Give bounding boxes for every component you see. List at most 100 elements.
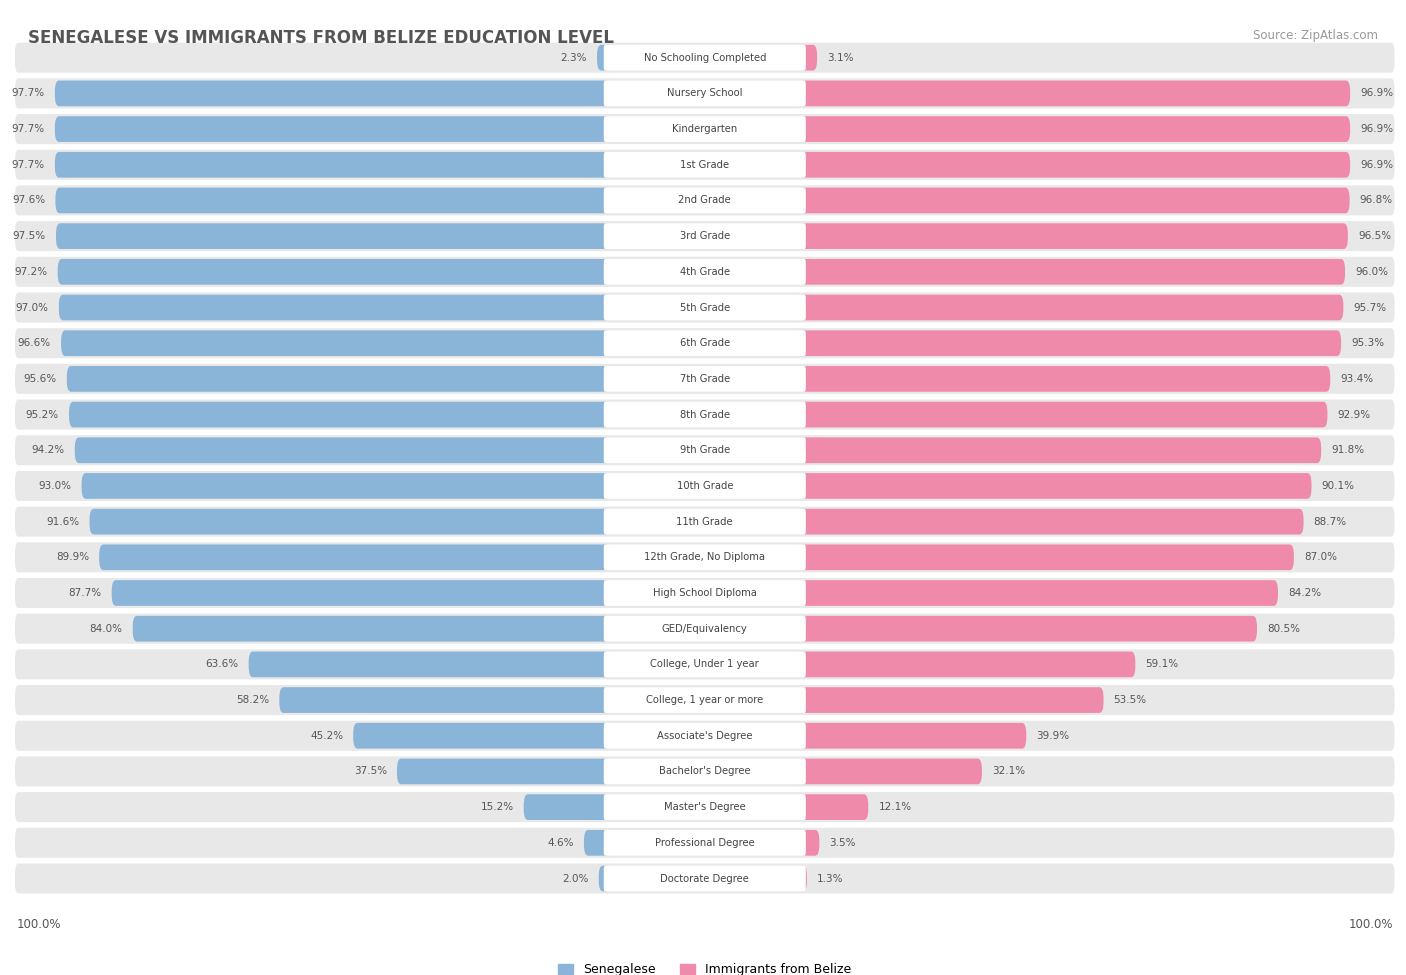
- Text: 97.7%: 97.7%: [11, 89, 45, 98]
- FancyBboxPatch shape: [800, 580, 1278, 605]
- Text: College, 1 year or more: College, 1 year or more: [647, 695, 763, 705]
- FancyBboxPatch shape: [14, 506, 1396, 537]
- Text: No Schooling Completed: No Schooling Completed: [644, 53, 766, 62]
- FancyBboxPatch shape: [14, 149, 1396, 180]
- Text: 88.7%: 88.7%: [1313, 517, 1347, 526]
- Text: 37.5%: 37.5%: [354, 766, 387, 776]
- FancyBboxPatch shape: [603, 509, 806, 534]
- FancyBboxPatch shape: [14, 827, 1396, 859]
- Text: 84.2%: 84.2%: [1288, 588, 1322, 598]
- FancyBboxPatch shape: [55, 116, 610, 142]
- Text: 97.2%: 97.2%: [14, 267, 48, 277]
- Text: 91.6%: 91.6%: [46, 517, 79, 526]
- Text: 97.6%: 97.6%: [13, 195, 45, 206]
- FancyBboxPatch shape: [603, 438, 806, 463]
- FancyBboxPatch shape: [603, 294, 806, 321]
- FancyBboxPatch shape: [14, 684, 1396, 716]
- FancyBboxPatch shape: [800, 366, 1330, 392]
- FancyBboxPatch shape: [603, 651, 806, 678]
- FancyBboxPatch shape: [603, 687, 806, 713]
- FancyBboxPatch shape: [100, 544, 610, 570]
- FancyBboxPatch shape: [14, 184, 1396, 216]
- Text: 5th Grade: 5th Grade: [679, 302, 730, 313]
- FancyBboxPatch shape: [800, 331, 1341, 356]
- FancyBboxPatch shape: [14, 863, 1396, 895]
- Text: Doctorate Degree: Doctorate Degree: [661, 874, 749, 883]
- FancyBboxPatch shape: [603, 580, 806, 605]
- FancyBboxPatch shape: [603, 722, 806, 749]
- FancyBboxPatch shape: [603, 473, 806, 499]
- Text: 95.7%: 95.7%: [1354, 302, 1386, 313]
- Text: 84.0%: 84.0%: [90, 624, 122, 634]
- FancyBboxPatch shape: [14, 328, 1396, 359]
- FancyBboxPatch shape: [800, 45, 817, 70]
- Text: 3rd Grade: 3rd Grade: [679, 231, 730, 241]
- Text: 97.7%: 97.7%: [11, 124, 45, 135]
- FancyBboxPatch shape: [603, 152, 806, 177]
- Text: 89.9%: 89.9%: [56, 552, 89, 563]
- Text: 93.4%: 93.4%: [1340, 373, 1374, 384]
- Text: Professional Degree: Professional Degree: [655, 838, 755, 848]
- Text: 80.5%: 80.5%: [1267, 624, 1301, 634]
- FancyBboxPatch shape: [603, 45, 806, 70]
- FancyBboxPatch shape: [14, 470, 1396, 502]
- Text: 87.7%: 87.7%: [69, 588, 101, 598]
- FancyBboxPatch shape: [59, 294, 610, 321]
- FancyBboxPatch shape: [14, 756, 1396, 788]
- Text: 92.9%: 92.9%: [1337, 410, 1371, 419]
- Text: 96.9%: 96.9%: [1360, 160, 1393, 170]
- FancyBboxPatch shape: [14, 541, 1396, 573]
- Text: 6th Grade: 6th Grade: [679, 338, 730, 348]
- Text: Associate's Degree: Associate's Degree: [657, 730, 752, 741]
- FancyBboxPatch shape: [800, 294, 1343, 321]
- Text: 96.9%: 96.9%: [1360, 124, 1393, 135]
- FancyBboxPatch shape: [603, 187, 806, 214]
- FancyBboxPatch shape: [60, 331, 610, 356]
- FancyBboxPatch shape: [800, 152, 1350, 177]
- FancyBboxPatch shape: [396, 759, 610, 784]
- Text: 2nd Grade: 2nd Grade: [679, 195, 731, 206]
- Text: 63.6%: 63.6%: [205, 659, 239, 670]
- Text: 10th Grade: 10th Grade: [676, 481, 733, 491]
- Text: 58.2%: 58.2%: [236, 695, 269, 705]
- Text: 11th Grade: 11th Grade: [676, 517, 733, 526]
- FancyBboxPatch shape: [14, 255, 1396, 288]
- Text: 96.8%: 96.8%: [1360, 195, 1393, 206]
- FancyBboxPatch shape: [800, 759, 981, 784]
- FancyBboxPatch shape: [14, 720, 1396, 752]
- Text: 97.5%: 97.5%: [13, 231, 46, 241]
- FancyBboxPatch shape: [603, 259, 806, 285]
- FancyBboxPatch shape: [14, 612, 1396, 644]
- FancyBboxPatch shape: [69, 402, 610, 427]
- FancyBboxPatch shape: [14, 77, 1396, 109]
- Text: 95.6%: 95.6%: [24, 373, 56, 384]
- Text: 96.6%: 96.6%: [18, 338, 51, 348]
- FancyBboxPatch shape: [800, 866, 807, 891]
- FancyBboxPatch shape: [800, 509, 1303, 534]
- FancyBboxPatch shape: [75, 438, 610, 463]
- FancyBboxPatch shape: [132, 616, 610, 642]
- FancyBboxPatch shape: [603, 331, 806, 356]
- FancyBboxPatch shape: [603, 830, 806, 856]
- FancyBboxPatch shape: [598, 45, 610, 70]
- FancyBboxPatch shape: [800, 544, 1294, 570]
- FancyBboxPatch shape: [90, 509, 610, 534]
- Text: 7th Grade: 7th Grade: [679, 373, 730, 384]
- Text: 12th Grade, No Diploma: 12th Grade, No Diploma: [644, 552, 765, 563]
- Text: SENEGALESE VS IMMIGRANTS FROM BELIZE EDUCATION LEVEL: SENEGALESE VS IMMIGRANTS FROM BELIZE EDU…: [28, 29, 614, 47]
- FancyBboxPatch shape: [603, 866, 806, 891]
- FancyBboxPatch shape: [14, 791, 1396, 823]
- FancyBboxPatch shape: [14, 434, 1396, 466]
- FancyBboxPatch shape: [14, 399, 1396, 431]
- FancyBboxPatch shape: [111, 580, 610, 605]
- FancyBboxPatch shape: [523, 795, 610, 820]
- FancyBboxPatch shape: [800, 81, 1350, 106]
- FancyBboxPatch shape: [800, 438, 1322, 463]
- Text: 1.3%: 1.3%: [817, 874, 844, 883]
- Text: 96.0%: 96.0%: [1355, 267, 1388, 277]
- Text: College, Under 1 year: College, Under 1 year: [651, 659, 759, 670]
- FancyBboxPatch shape: [800, 687, 1104, 713]
- Text: 59.1%: 59.1%: [1146, 659, 1178, 670]
- Text: 100.0%: 100.0%: [1348, 918, 1393, 931]
- FancyBboxPatch shape: [280, 687, 610, 713]
